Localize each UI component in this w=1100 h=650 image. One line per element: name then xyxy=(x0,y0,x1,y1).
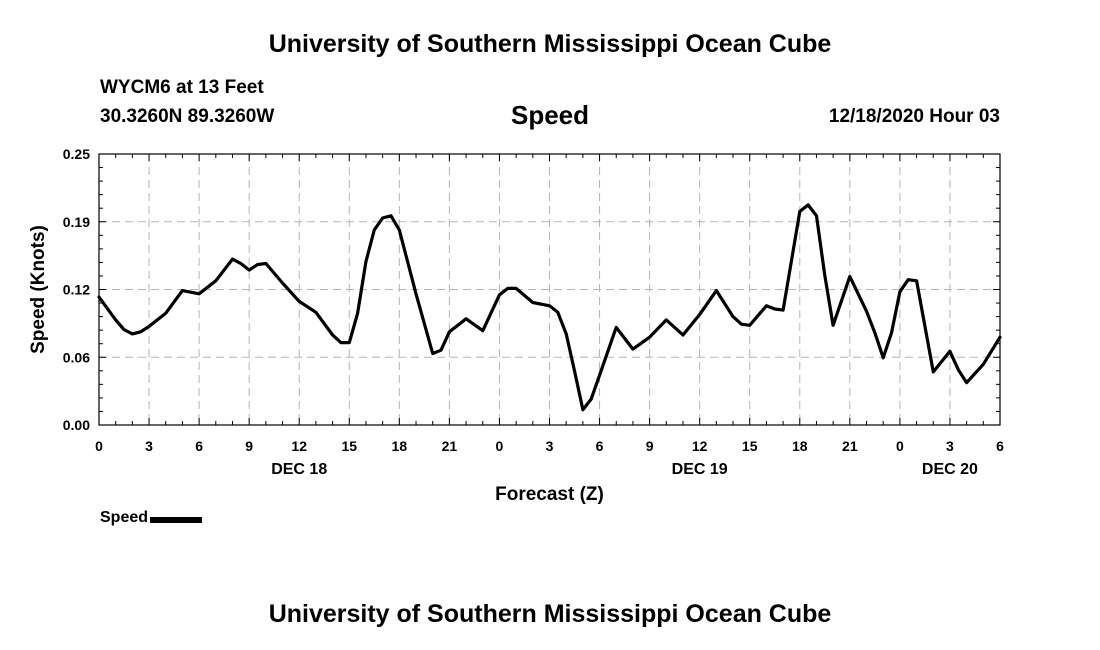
y-tick-label: 0.12 xyxy=(63,282,90,298)
x-tick-label: 18 xyxy=(792,438,808,454)
station-label: WYCM6 at 13 Feet xyxy=(100,77,264,98)
x-tick-label: 15 xyxy=(341,438,357,454)
legend-swatch xyxy=(150,516,203,523)
x-tick-label: 9 xyxy=(646,438,654,454)
x-tick-label: 0 xyxy=(896,438,904,454)
x-tick-label: 3 xyxy=(546,438,554,454)
chart-subtitle: Speed xyxy=(510,100,590,130)
x-tick-label: 12 xyxy=(291,438,307,454)
legend: Speed xyxy=(100,509,203,527)
chart-title: University of Southern Mississippi Ocean… xyxy=(268,30,832,58)
x-tick-label: 0 xyxy=(496,438,504,454)
legend-label: Speed xyxy=(100,509,149,526)
x-tick-label: 6 xyxy=(195,438,203,454)
x-axis-label: Forecast (Z) xyxy=(495,484,604,505)
footer-title: University of Southern Mississippi Ocean… xyxy=(268,600,832,628)
x-tick-label: 21 xyxy=(842,438,858,454)
x-tick-label: 6 xyxy=(996,438,1004,454)
x-tick-label: 12 xyxy=(692,438,708,454)
day-label: DEC 19 xyxy=(672,461,728,478)
x-tick-label: 9 xyxy=(245,438,253,454)
timestamp-label: 12/18/2020 Hour 03 xyxy=(828,106,1000,127)
x-tick-label: 3 xyxy=(145,438,153,454)
y-tick-label: 0.00 xyxy=(63,417,90,433)
y-tick-label: 0.06 xyxy=(63,349,90,365)
x-tick-label: 21 xyxy=(442,438,458,454)
speed-series-line xyxy=(97,203,1002,412)
day-label: DEC 18 xyxy=(271,461,327,478)
y-tick-label: 0.25 xyxy=(63,146,90,162)
x-tick-label: 3 xyxy=(946,438,954,454)
x-tick-label: 18 xyxy=(392,438,408,454)
coordinates-label: 30.3260N 89.3260W xyxy=(100,106,275,127)
x-tick-label: 0 xyxy=(95,438,103,454)
day-label: DEC 20 xyxy=(922,461,978,478)
y-axis-label: Speed (Knots) xyxy=(28,225,49,354)
x-tick-label: 6 xyxy=(596,438,604,454)
x-tick-label: 15 xyxy=(742,438,758,454)
y-tick-label: 0.19 xyxy=(63,214,90,230)
